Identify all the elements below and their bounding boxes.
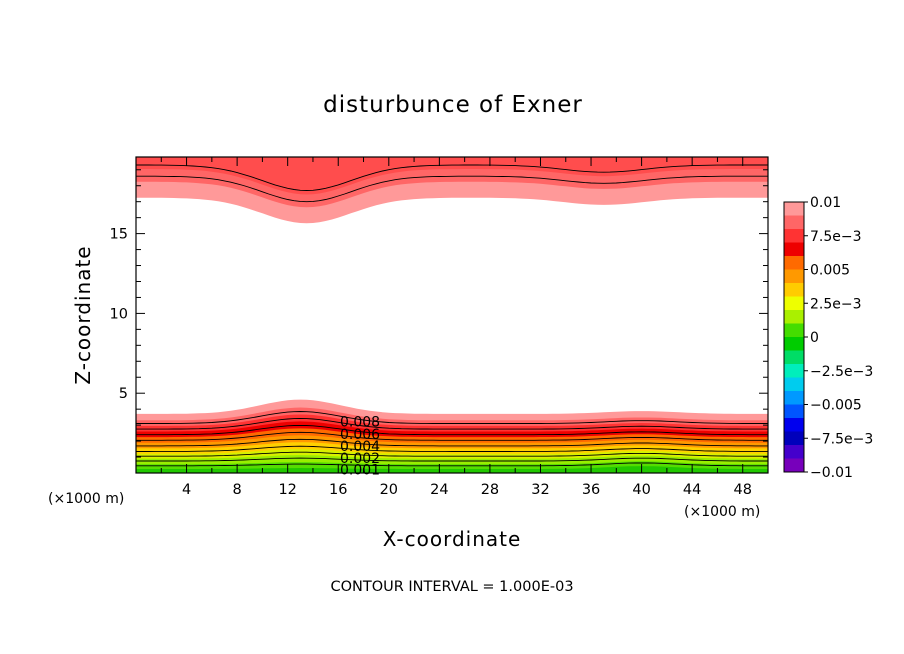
colorbar-swatch (784, 377, 804, 392)
x-tick-label: 40 (632, 482, 650, 498)
colorbar-swatch (784, 242, 804, 257)
contour-label: 0.004 (340, 439, 380, 455)
colorbar-label: −0.01 (810, 465, 853, 481)
contour-fill (136, 157, 768, 473)
upper-band (136, 157, 768, 195)
colorbar-swatch (784, 337, 804, 351)
colorbar-swatch (784, 202, 804, 216)
y-axis-ticks: 5 10 15 (110, 169, 768, 458)
colorbar-label: 2.5e−3 (810, 296, 862, 312)
colorbar-swatch (784, 431, 804, 446)
colorbar-label: 7.5e−3 (810, 229, 862, 245)
colorbar-label: 0.005 (810, 263, 850, 279)
contour-label: 0.002 (340, 451, 380, 467)
plot-frame (135, 156, 769, 474)
y-tick-label: 15 (110, 227, 128, 243)
colorbar-swatch (784, 364, 804, 378)
contour-line (136, 175, 768, 203)
contour-line (136, 445, 768, 452)
x-tick-label: 12 (278, 482, 296, 498)
contour-line (136, 438, 768, 447)
y-axis-label: Z-coordinate (71, 245, 95, 384)
colorbar-swatch (784, 269, 804, 284)
x-unit-left: (×1000 m) (48, 491, 124, 507)
contour-interval-note: CONTOUR INTERVAL = 1.000E-03 (330, 579, 573, 595)
x-tick-label: 4 (182, 482, 191, 498)
colorbar-label: −2.5e−3 (810, 364, 873, 380)
contour-line (136, 418, 768, 430)
colorbar-label: −0.005 (810, 398, 862, 414)
colorbar-label: −7.5e−3 (810, 431, 873, 447)
colorbar-swatch (784, 418, 804, 432)
x-tick-label: 24 (430, 482, 448, 498)
x-axis-ticks: 4 8 12 16 20 24 28 32 36 40 44 48 (160, 157, 752, 498)
colorbar-swatch (784, 229, 804, 243)
x-axis-label: X-coordinate (383, 527, 522, 551)
x-tick-label: 44 (683, 482, 701, 498)
colorbar-swatch (784, 256, 804, 270)
contour-lines (136, 164, 768, 467)
contour-label: 0.001 (340, 463, 380, 479)
chart-title: disturbunce of Exner (323, 92, 583, 118)
x-tick-label: 8 (233, 482, 242, 498)
colorbar-label: 0 (810, 330, 819, 346)
colorbar-swatch (784, 458, 804, 473)
colorbar-swatch (784, 310, 804, 324)
x-tick-label: 32 (531, 482, 549, 498)
contour-line (136, 424, 768, 436)
colorbar-swatch (784, 215, 804, 230)
x-tick-label: 36 (582, 482, 600, 498)
contour-label: 0.006 (340, 427, 380, 443)
colorbar-swatch (784, 391, 804, 405)
y-tick-label: 5 (119, 386, 128, 402)
contour-line (136, 457, 768, 462)
y-tick-label: 10 (110, 306, 128, 322)
x-unit-right: (×1000 m) (684, 504, 760, 520)
colorbar-swatch (784, 445, 804, 459)
contour-line (136, 164, 768, 191)
x-tick-label: 20 (380, 482, 398, 498)
contour-label: 0.008 (340, 415, 380, 431)
colorbar-swatch (784, 350, 804, 365)
contour-line (136, 451, 768, 457)
colorbar-swatch (784, 283, 804, 297)
colorbar-swatch (784, 296, 804, 311)
lower-band (136, 466, 768, 473)
contour-line (136, 411, 768, 424)
contour-line (136, 431, 768, 441)
colorbar-swatch (784, 323, 804, 338)
contour-line (136, 462, 768, 467)
colorbar: 0.01 7.5e−3 0.005 2.5e−3 0 −2.5e−3 −0.005 −7.5e… (783, 195, 873, 481)
colorbar-label: 0.01 (810, 195, 841, 211)
x-tick-label: 16 (329, 482, 347, 498)
x-tick-label: 28 (481, 482, 499, 498)
colorbar-swatch (784, 404, 804, 419)
x-tick-label: 48 (733, 482, 751, 498)
